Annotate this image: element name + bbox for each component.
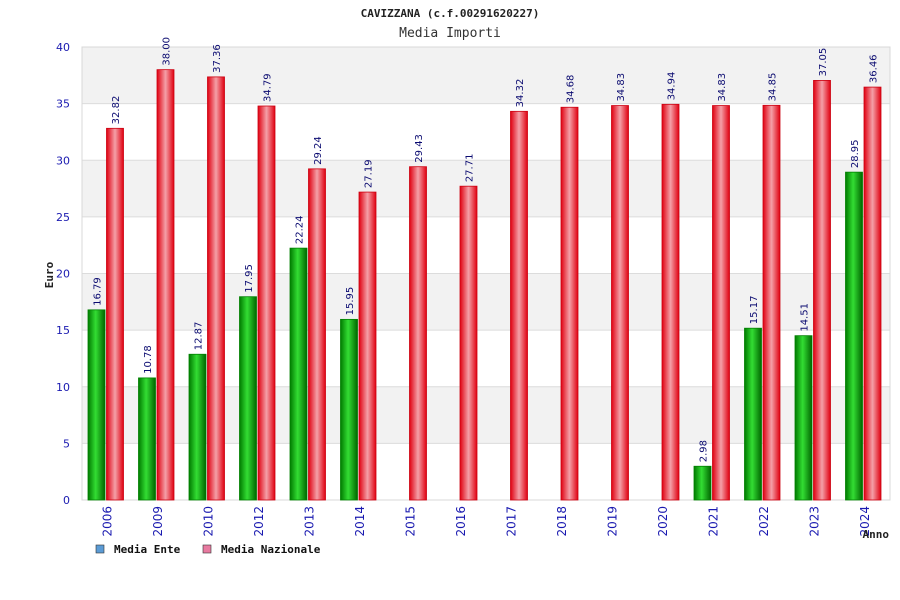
chart-subtitle: Media Importi xyxy=(399,26,501,41)
value-label: 34.85 xyxy=(768,73,779,102)
value-label: 32.82 xyxy=(111,96,122,125)
x-tick-label: 2013 xyxy=(302,506,316,537)
bar-media-nazionale-2010 xyxy=(207,76,225,501)
y-axis-ticks: 0 5 10 15 20 25 30 35 40 xyxy=(56,41,70,507)
chart-title: CAVIZZANA (c.f.00291620227) xyxy=(361,7,540,20)
bar-media-nazionale-2019 xyxy=(611,105,629,501)
value-label: 34.79 xyxy=(263,73,274,102)
value-label: 34.94 xyxy=(667,72,678,101)
x-tick-label: 2015 xyxy=(403,506,417,537)
bar-media-nazionale-2023 xyxy=(813,80,831,501)
bar-media-ente-2013 xyxy=(289,247,308,501)
y-tick-label: 30 xyxy=(56,154,70,167)
legend: Media Ente Media Nazionale xyxy=(95,543,321,556)
x-tick-label: 2022 xyxy=(757,506,771,537)
bar-media-nazionale-2016 xyxy=(459,185,478,501)
x-axis-label: Anno xyxy=(863,528,890,541)
bar-media-ente-2010 xyxy=(188,353,207,501)
value-label: 14.51 xyxy=(800,303,811,332)
y-axis-label: Euro xyxy=(43,261,56,288)
bar-media-ente-2022 xyxy=(744,327,762,501)
value-label: 15.95 xyxy=(345,287,356,316)
y-tick-label: 40 xyxy=(56,41,70,54)
value-label: 36.46 xyxy=(869,54,880,83)
bar-media-nazionale-2017 xyxy=(510,110,528,501)
x-tick-label: 2012 xyxy=(252,506,266,537)
bar-media-ente-2021 xyxy=(693,465,712,501)
bar-media-nazionale-2014 xyxy=(358,191,377,501)
value-label: 2.98 xyxy=(699,440,710,462)
x-tick-label: 2017 xyxy=(504,506,518,537)
value-label: 29.43 xyxy=(414,134,425,163)
x-tick-label: 2024 xyxy=(858,506,872,537)
bar-media-nazionale-2024 xyxy=(863,86,882,501)
x-tick-label: 2023 xyxy=(807,506,821,537)
value-labels: 16.79 32.82 10.78 38.00 12.87 37.36 17.95 34.79… xyxy=(93,37,880,462)
value-label: 37.05 xyxy=(818,48,829,77)
bar-media-nazionale-2022 xyxy=(762,104,781,501)
bar-media-nazionale-2006 xyxy=(106,127,124,501)
value-label: 29.24 xyxy=(313,136,324,165)
y-tick-label: 20 xyxy=(56,268,70,281)
value-label: 34.68 xyxy=(566,75,577,104)
y-tick-label: 5 xyxy=(63,437,70,450)
plot-frame xyxy=(81,46,891,501)
legend-swatch-media-nazionale xyxy=(202,544,212,554)
bar-media-nazionale-2020 xyxy=(661,103,680,501)
y-tick-label: 0 xyxy=(63,494,70,507)
x-tick-label: 2018 xyxy=(555,506,569,537)
bar-media-ente-2006 xyxy=(87,309,106,501)
x-tick-label: 2019 xyxy=(605,506,619,537)
value-label: 27.19 xyxy=(364,159,375,188)
x-tick-label: 2009 xyxy=(151,506,165,537)
bars xyxy=(87,69,882,501)
value-label: 34.83 xyxy=(717,73,728,102)
value-label: 22.24 xyxy=(295,215,306,244)
bar-media-nazionale-2009 xyxy=(156,69,175,501)
bar-media-ente-2014 xyxy=(340,318,358,501)
bar-media-nazionale-2012 xyxy=(257,105,276,501)
bar-media-nazionale-2018 xyxy=(560,106,579,501)
y-tick-label: 25 xyxy=(56,211,70,224)
value-label: 15.17 xyxy=(749,296,760,325)
y-tick-label: 35 xyxy=(56,98,70,111)
value-label: 28.95 xyxy=(850,140,861,169)
value-label: 17.95 xyxy=(244,264,255,293)
bar-media-ente-2009 xyxy=(138,377,156,501)
value-label: 12.87 xyxy=(194,322,205,351)
value-label: 37.36 xyxy=(212,44,223,73)
bar-media-nazionale-2021 xyxy=(712,105,730,501)
x-tick-label: 2006 xyxy=(100,506,114,537)
legend-label-media-ente: Media Ente xyxy=(114,543,181,556)
x-tick-label: 2021 xyxy=(706,506,720,537)
bar-media-ente-2023 xyxy=(794,335,813,501)
x-tick-label: 2020 xyxy=(656,506,670,537)
legend-label-media-nazionale: Media Nazionale xyxy=(221,543,321,556)
x-tick-label: 2016 xyxy=(454,506,468,537)
y-tick-label: 10 xyxy=(56,381,70,394)
value-label: 10.78 xyxy=(143,345,154,374)
value-label: 27.71 xyxy=(465,154,476,183)
y-tick-label: 15 xyxy=(56,324,70,337)
x-axis-ticks: 2006 2009 2010 2012 2013 2014 2015 2016 2017 2018… xyxy=(100,506,872,537)
bar-media-nazionale-2015 xyxy=(409,166,427,501)
value-label: 16.79 xyxy=(93,277,104,306)
bar-media-ente-2012 xyxy=(239,296,257,501)
x-tick-label: 2014 xyxy=(353,506,367,537)
bar-media-ente-2024 xyxy=(845,171,863,501)
value-label: 34.83 xyxy=(616,73,627,102)
value-label: 34.32 xyxy=(515,79,526,108)
value-label: 38.00 xyxy=(162,37,173,66)
legend-swatch-media-ente xyxy=(95,544,105,554)
bar-media-nazionale-2013 xyxy=(308,168,326,501)
x-tick-label: 2010 xyxy=(201,506,215,537)
